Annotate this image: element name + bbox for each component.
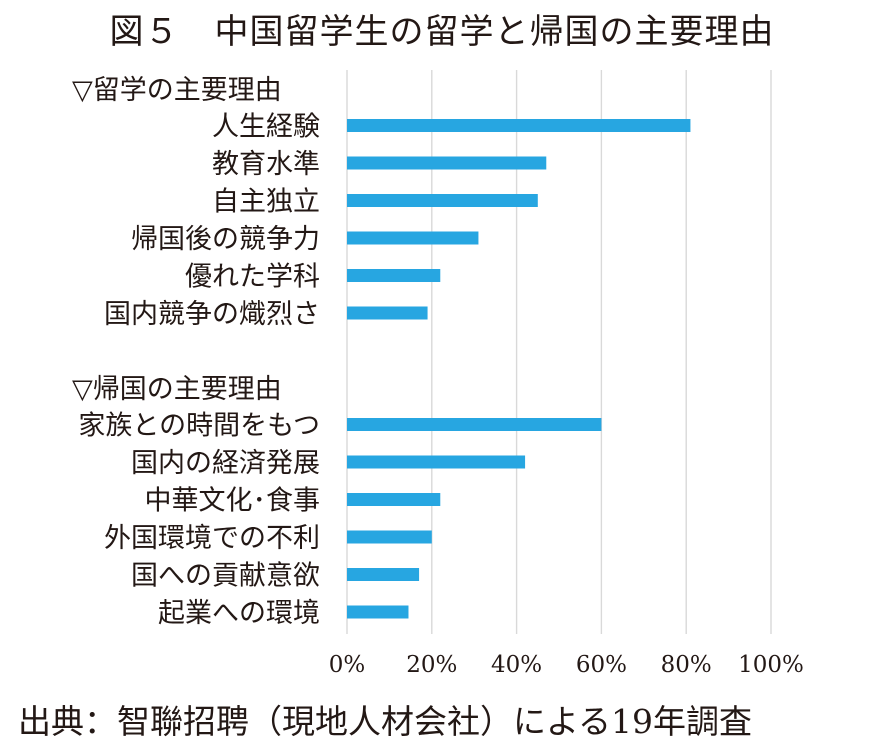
bar: [347, 231, 479, 245]
x-tick-label: 80%: [661, 652, 712, 678]
x-tick-label: 100%: [738, 652, 804, 678]
category-label: 人生経験: [212, 112, 320, 143]
category-label: 国内競争の熾烈さ: [104, 299, 320, 330]
x-tick-label: 20%: [406, 652, 457, 678]
bar: [347, 119, 691, 132]
category-label: 自主独立: [212, 187, 320, 218]
x-tick-label: 0%: [329, 652, 366, 678]
bar: [347, 156, 547, 170]
category-label: 起業への環境: [158, 598, 320, 629]
bar-chart: 0% 20% 40% 60% 80% 100% ▽留学の主要理由人生経験教育水準自主独立帰国…: [72, 70, 804, 678]
category-label: 優れた学科: [185, 262, 320, 293]
group-heading: ▽帰国の主要理由: [72, 374, 282, 405]
bar: [347, 530, 432, 544]
figure-source: 出典：智聯招聘（現地人材会社）による19年調査: [18, 702, 753, 741]
figure-title: 図５ 中国留学生の留学と帰国の主要理由: [109, 12, 775, 52]
bar: [347, 194, 538, 207]
bar: [347, 455, 526, 469]
x-tick-label: 40%: [491, 652, 542, 678]
bar: [347, 418, 602, 431]
bar: [347, 605, 409, 619]
category-label: 国への貢献意欲: [131, 561, 320, 592]
bar: [347, 493, 441, 506]
category-label: 中華文化･食事: [145, 486, 321, 517]
bar: [347, 306, 428, 320]
category-label: 家族との時間をもつ: [78, 411, 320, 442]
category-label: 教育水準: [212, 149, 320, 180]
category-label: 帰国後の競争力: [131, 224, 320, 255]
bar: [347, 568, 420, 581]
category-label: 外国環境での不利: [104, 523, 320, 554]
bar: [347, 269, 441, 282]
group-heading: ▽留学の主要理由: [72, 75, 282, 106]
x-tick-label: 60%: [576, 652, 627, 678]
category-label: 国内の経済発展: [131, 448, 320, 479]
